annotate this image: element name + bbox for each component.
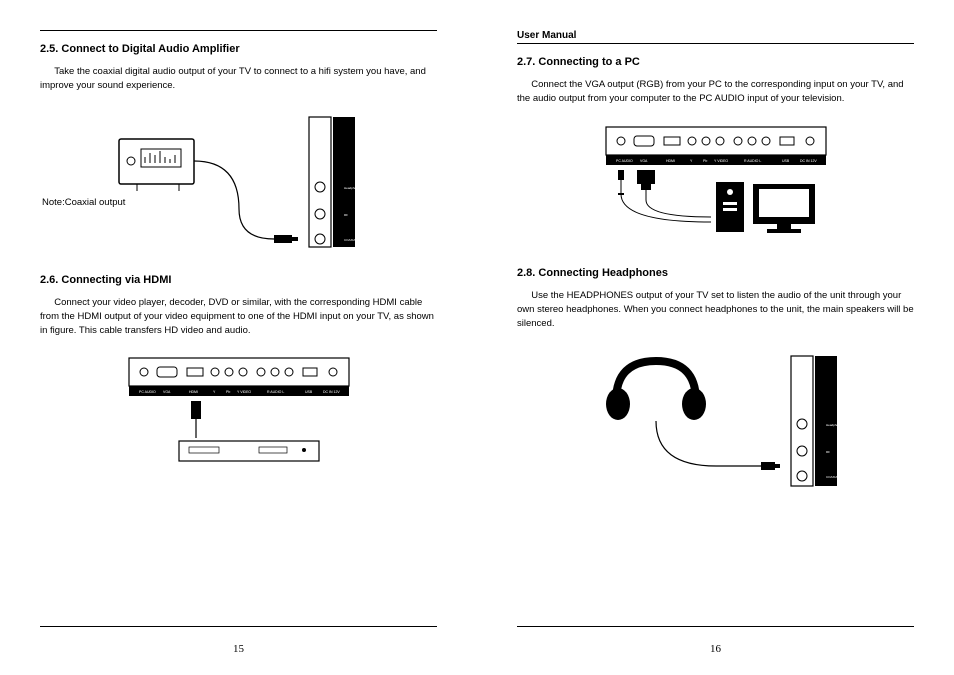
svg-text:USB: USB bbox=[782, 159, 790, 163]
section-title: 2.7. Connecting to a PC bbox=[517, 56, 914, 68]
svg-text:R AUDIO L: R AUDIO L bbox=[744, 159, 761, 163]
coaxial-diagram-svg: Headphone RF COAXIAL bbox=[109, 109, 369, 249]
svg-text:Pb: Pb bbox=[226, 390, 230, 394]
section-2-5: 2.5. Connect to Digital Audio Amplifier … bbox=[40, 43, 437, 249]
hdmi-diagram-svg: PC AUDIO VGA HDMI Y Pb Y VIDEO R AUDIO L… bbox=[119, 353, 359, 468]
svg-text:VGA: VGA bbox=[163, 390, 171, 394]
rule-top bbox=[517, 43, 914, 44]
pc-diagram-svg: PC AUDIO VGA HDMI Y Pb Y VIDEO R AUDIO L… bbox=[581, 122, 851, 242]
svg-text:RF: RF bbox=[826, 450, 830, 454]
figure-pc: PC AUDIO VGA HDMI Y Pb Y VIDEO R AUDIO L… bbox=[517, 122, 914, 242]
svg-text:PC AUDIO: PC AUDIO bbox=[616, 159, 633, 163]
svg-text:COAXIAL: COAXIAL bbox=[344, 238, 357, 242]
svg-text:DC IN 12V: DC IN 12V bbox=[800, 159, 817, 163]
rule-top bbox=[40, 30, 437, 31]
svg-text:R AUDIO L: R AUDIO L bbox=[267, 390, 284, 394]
figure-headphones: Headphone RF COAXIAL bbox=[517, 346, 914, 496]
section-body: Take the coaxial digital audio output of… bbox=[40, 65, 437, 94]
header-manual-label: User Manual bbox=[517, 30, 914, 41]
svg-text:VGA: VGA bbox=[640, 159, 648, 163]
page-right: User Manual 2.7. Connecting to a PC Conn… bbox=[477, 0, 954, 675]
svg-text:Headphone: Headphone bbox=[344, 186, 360, 190]
page-number: 15 bbox=[0, 643, 477, 655]
svg-text:RF: RF bbox=[344, 213, 348, 217]
page-spread: 2.5. Connect to Digital Audio Amplifier … bbox=[0, 0, 954, 675]
svg-text:Y VIDEO: Y VIDEO bbox=[237, 390, 251, 394]
section-body: Use the HEADPHONES output of your TV set… bbox=[517, 289, 914, 332]
section-title: 2.6. Connecting via HDMI bbox=[40, 274, 437, 286]
section-2-8: 2.8. Connecting Headphones Use the HEADP… bbox=[517, 267, 914, 497]
svg-text:DC IN 12V: DC IN 12V bbox=[323, 390, 340, 394]
figure-coaxial: Headphone RF COAXIAL Note:Coaxial output bbox=[40, 109, 437, 249]
svg-text:Y VIDEO: Y VIDEO bbox=[714, 159, 728, 163]
section-2-6: 2.6. Connecting via HDMI Connect your vi… bbox=[40, 274, 437, 469]
coaxial-note: Note:Coaxial output bbox=[42, 197, 125, 208]
page-number: 16 bbox=[477, 643, 954, 655]
svg-text:COAXIAL: COAXIAL bbox=[826, 475, 839, 479]
svg-text:Headphone: Headphone bbox=[826, 423, 842, 427]
figure-hdmi: PC AUDIO VGA HDMI Y Pb Y VIDEO R AUDIO L… bbox=[40, 353, 437, 468]
section-body: Connect your video player, decoder, DVD … bbox=[40, 296, 437, 339]
rule-bottom bbox=[517, 626, 914, 627]
svg-text:PC AUDIO: PC AUDIO bbox=[139, 390, 156, 394]
svg-text:USB: USB bbox=[305, 390, 313, 394]
page-left: 2.5. Connect to Digital Audio Amplifier … bbox=[0, 0, 477, 675]
svg-text:HDMI: HDMI bbox=[666, 159, 675, 163]
section-title: 2.5. Connect to Digital Audio Amplifier bbox=[40, 43, 437, 55]
svg-text:HDMI: HDMI bbox=[189, 390, 198, 394]
section-body: Connect the VGA output (RGB) from your P… bbox=[517, 78, 914, 107]
section-2-7: 2.7. Connecting to a PC Connect the VGA … bbox=[517, 56, 914, 242]
rule-bottom bbox=[40, 626, 437, 627]
section-title: 2.8. Connecting Headphones bbox=[517, 267, 914, 279]
headphones-diagram-svg: Headphone RF COAXIAL bbox=[586, 346, 846, 496]
svg-text:Pb: Pb bbox=[703, 159, 707, 163]
